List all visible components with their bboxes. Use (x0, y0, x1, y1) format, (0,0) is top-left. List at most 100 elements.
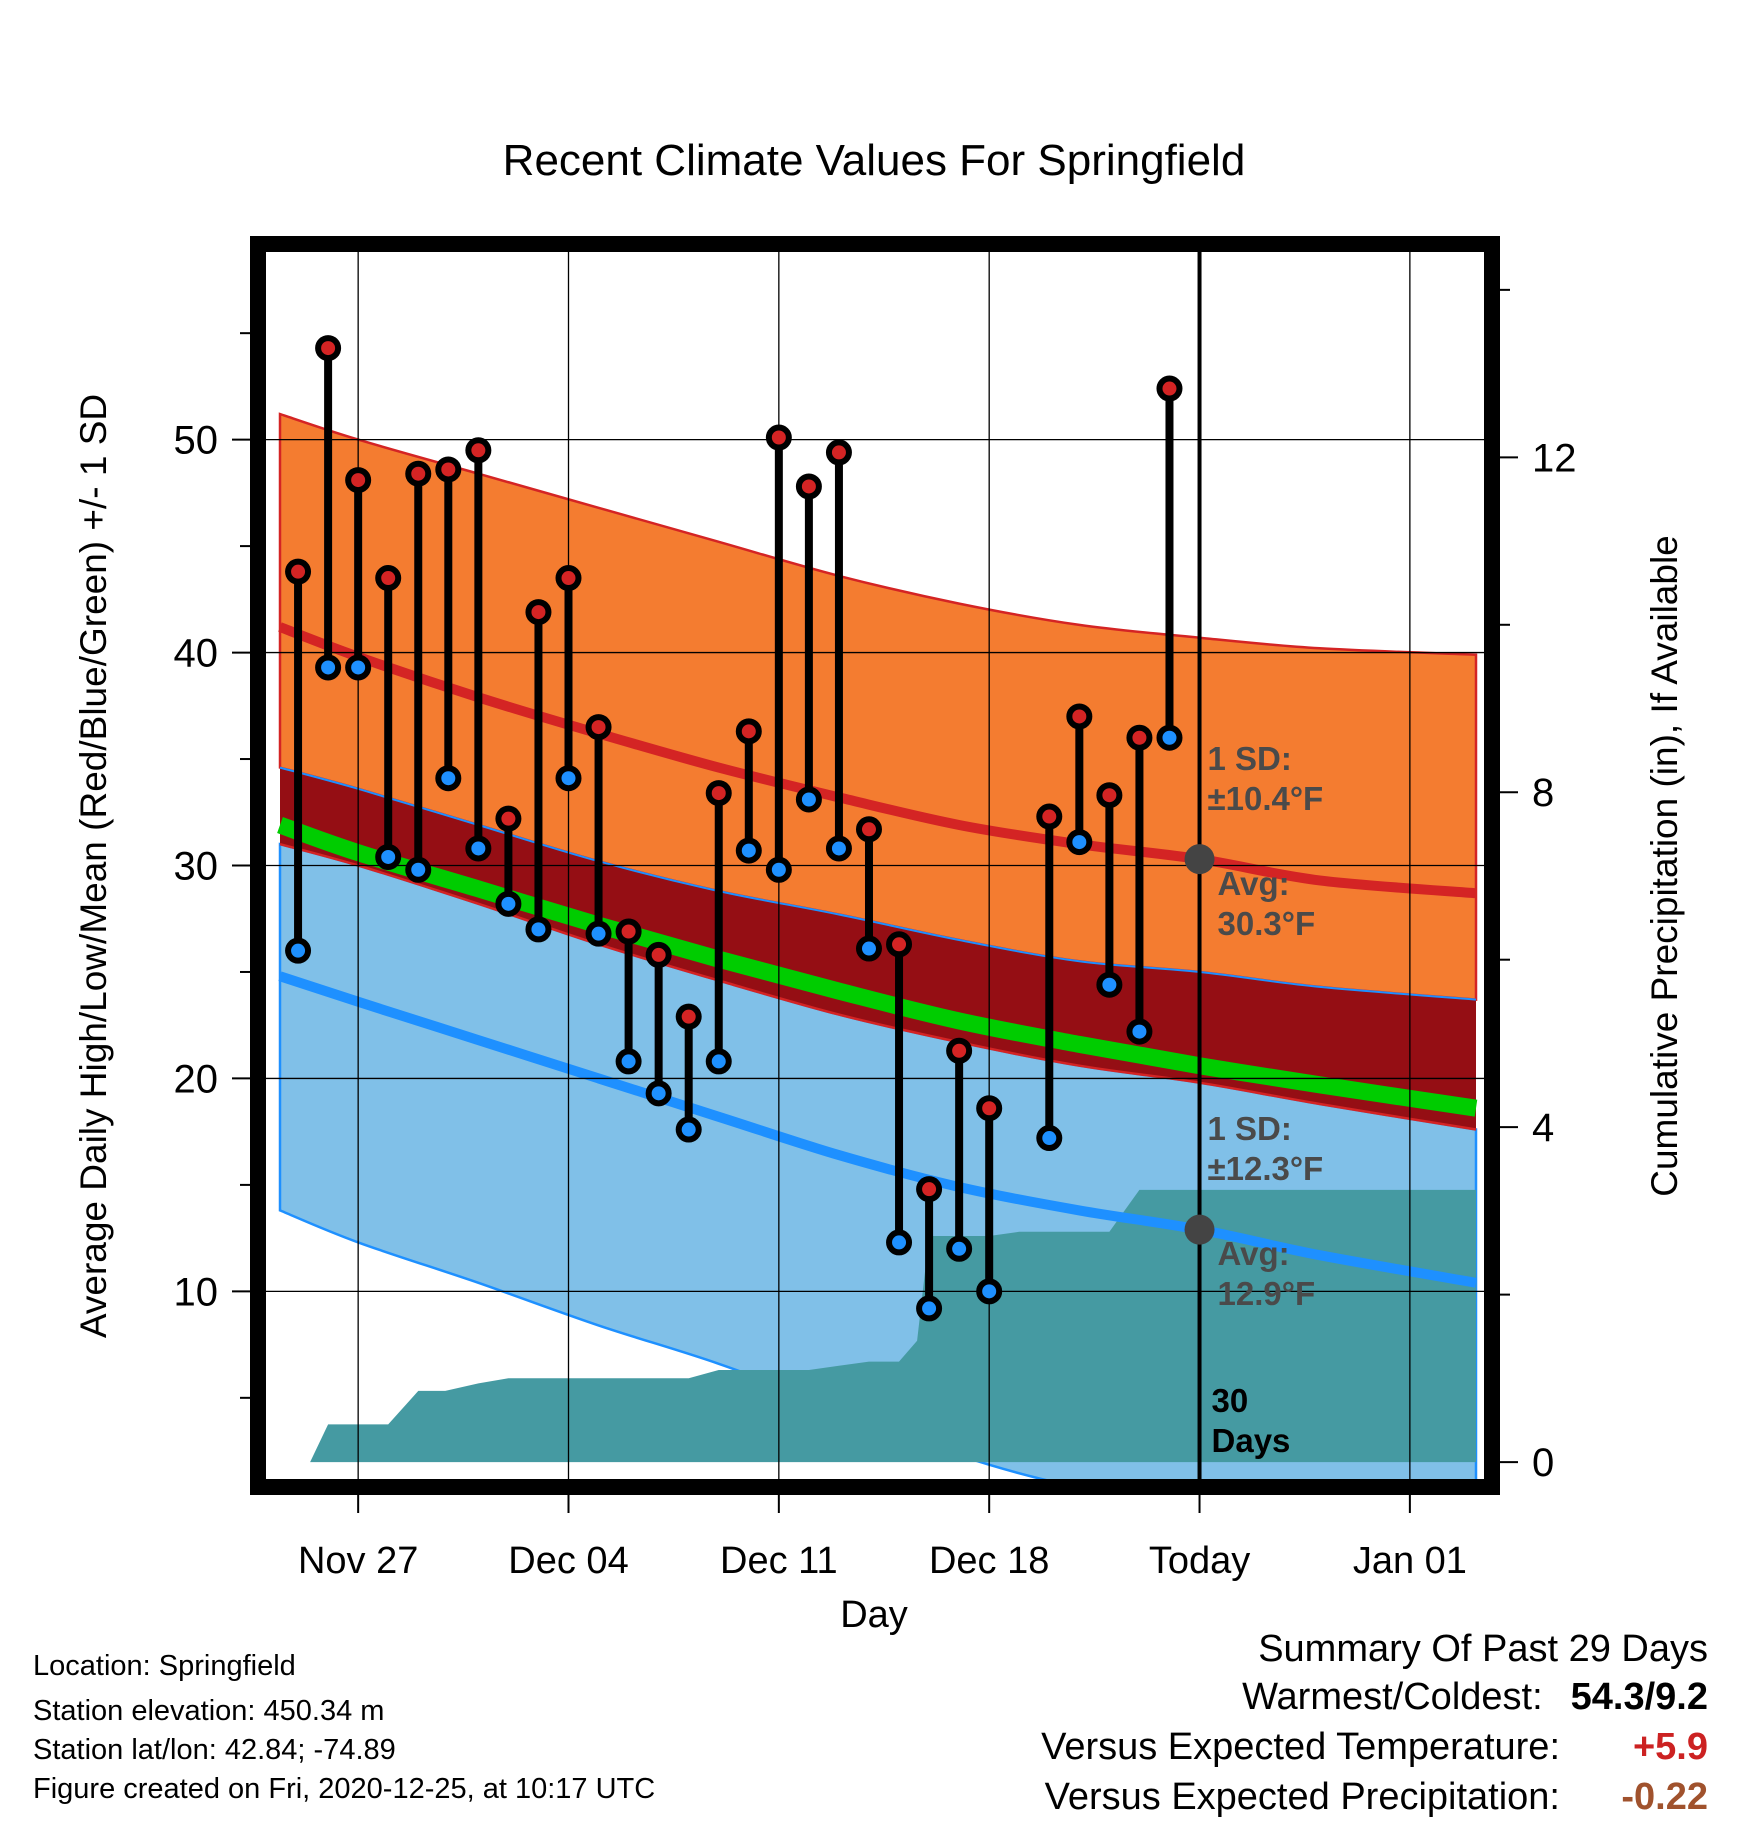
y-tick-label: 10 (174, 1270, 219, 1314)
x-tick-label: Jan 01 (1353, 1540, 1467, 1582)
plot-frame (250, 236, 1500, 1495)
y2-tick-label: 4 (1532, 1106, 1554, 1150)
low-avg-label-line: 12.9°F (1218, 1275, 1316, 1312)
station-elevation: Station elevation: 450.34 m (33, 1695, 385, 1727)
y-tick-label: 50 (174, 419, 219, 463)
daily-high-point (765, 424, 792, 451)
daily-low-point (916, 1295, 943, 1322)
high-avg-label-line: Avg: (1218, 865, 1290, 902)
summary-warmest-coldest-value: 54.3/9.2 (1570, 1676, 1708, 1718)
daily-low-point (285, 937, 312, 964)
y-tick-label: 30 (174, 845, 219, 889)
daily-low-point (435, 765, 462, 792)
x-tick-label: Dec 04 (508, 1540, 628, 1582)
avg-low-line (278, 971, 1477, 1288)
avg-high-line (278, 622, 1477, 899)
summary-warmest-coldest: Warmest/Coldest: 54.3/9.2 (1242, 1676, 1708, 1719)
daily-low-point (1096, 971, 1123, 998)
low-avg-label-line: Avg: (1218, 1235, 1290, 1272)
daily-low-point (615, 1048, 642, 1075)
daily-high-point (585, 714, 612, 741)
daily-high-point (345, 467, 372, 494)
daily-low-point (525, 916, 552, 943)
station-location: Location: Springfield (33, 1650, 296, 1682)
daily-high-point (1066, 703, 1093, 730)
high-sd-label-line: ±10.4°F (1208, 780, 1324, 817)
x-tick-label: Nov 27 (298, 1540, 418, 1582)
daily-low-point (946, 1235, 973, 1262)
summary-temperature-label: Versus Expected Temperature: (1041, 1726, 1560, 1768)
days-label: 30 Days (1212, 1382, 1291, 1459)
chart-title: Recent Climate Values For Springfield (503, 136, 1246, 185)
daily-low-point (465, 835, 492, 862)
daily-low-point (375, 843, 402, 870)
daily-high-point (705, 780, 732, 807)
daily-observations (285, 335, 1183, 1322)
daily-low-point (315, 654, 342, 681)
summary-title: Summary Of Past 29 Days (1258, 1628, 1708, 1670)
daily-low-point (495, 890, 522, 917)
high-sd-label: 1 SD: ±10.4°F (1208, 740, 1324, 817)
daily-low-point (886, 1229, 913, 1256)
summary-temperature: Versus Expected Temperature: +5.9 (1041, 1726, 1708, 1769)
daily-low-point (645, 1080, 672, 1107)
daily-low-point (1036, 1125, 1063, 1152)
station-latlon: Station lat/lon: 42.84; -74.89 (33, 1734, 396, 1766)
low-sd-label-line: ±12.3°F (1208, 1150, 1324, 1187)
daily-low-point (675, 1116, 702, 1143)
daily-low-point (1156, 724, 1183, 751)
high-sd-label-line: 1 SD: (1208, 740, 1292, 777)
daily-low-point (795, 786, 822, 813)
days-label-line: Days (1212, 1422, 1291, 1459)
x-axis-label: Day (840, 1594, 908, 1636)
daily-low-point (585, 920, 612, 947)
daily-high-point (916, 1176, 943, 1203)
avg-mean-line (277, 816, 1478, 1117)
x-tick-label: Dec 11 (720, 1540, 838, 1582)
daily-high-point (946, 1037, 973, 1064)
daily-low-point (976, 1278, 1003, 1305)
daily-low-point (825, 835, 852, 862)
plot-area (262, 248, 1488, 1483)
daily-low-point (1126, 1018, 1153, 1045)
daily-high-point (465, 437, 492, 464)
daily-high-point (735, 718, 762, 745)
daily-low-point (555, 765, 582, 792)
y2-axis-label: Cumulative Precipitation (in), If Availa… (1644, 535, 1685, 1197)
daily-high-point (976, 1095, 1003, 1122)
daily-low-point (705, 1048, 732, 1075)
high-minus-sd-edge (279, 766, 1477, 1001)
daily-high-point (795, 473, 822, 500)
axes: 10 20 30 40 50 0 4 8 12 Nov 27 Dec 04 Dec 11 Dec 18 T… (174, 236, 1577, 1582)
high-avg-label-line: 30.3°F (1218, 905, 1316, 942)
daily-high-point (555, 565, 582, 592)
daily-low-point (765, 856, 792, 883)
daily-low-point (1066, 829, 1093, 856)
low-avg-label: Avg: 12.9°F (1218, 1235, 1316, 1312)
daily-high-point (855, 816, 882, 843)
y2-tick-label: 0 (1532, 1441, 1554, 1485)
avg-low-today-dot (1184, 1214, 1215, 1245)
daily-low-point (345, 654, 372, 681)
daily-high-point (1126, 724, 1153, 751)
daily-high-point (375, 565, 402, 592)
daily-high-point (315, 335, 342, 362)
daily-high-point (405, 460, 432, 487)
precipitation-area (280, 1189, 1476, 1463)
summary-temperature-value: +5.9 (1632, 1726, 1708, 1768)
daily-high-point (886, 931, 913, 958)
y2-tick-label: 8 (1532, 771, 1554, 815)
daily-high-point (645, 941, 672, 968)
daily-high-point (495, 805, 522, 832)
summary-precipitation: Versus Expected Precipitation: -0.22 (1045, 1776, 1708, 1819)
low-sd-label: 1 SD: ±12.3°F (1208, 1110, 1324, 1187)
figure-created: Figure created on Fri, 2020-12-25, at 10… (33, 1773, 656, 1805)
days-label-line: 30 (1212, 1382, 1249, 1419)
daily-low-point (405, 856, 432, 883)
summary-precipitation-label: Versus Expected Precipitation: (1044, 1776, 1560, 1818)
daily-high-point (525, 599, 552, 626)
avg-high-today-dot (1184, 844, 1215, 875)
low-plus-sd-edge (279, 842, 1477, 1131)
